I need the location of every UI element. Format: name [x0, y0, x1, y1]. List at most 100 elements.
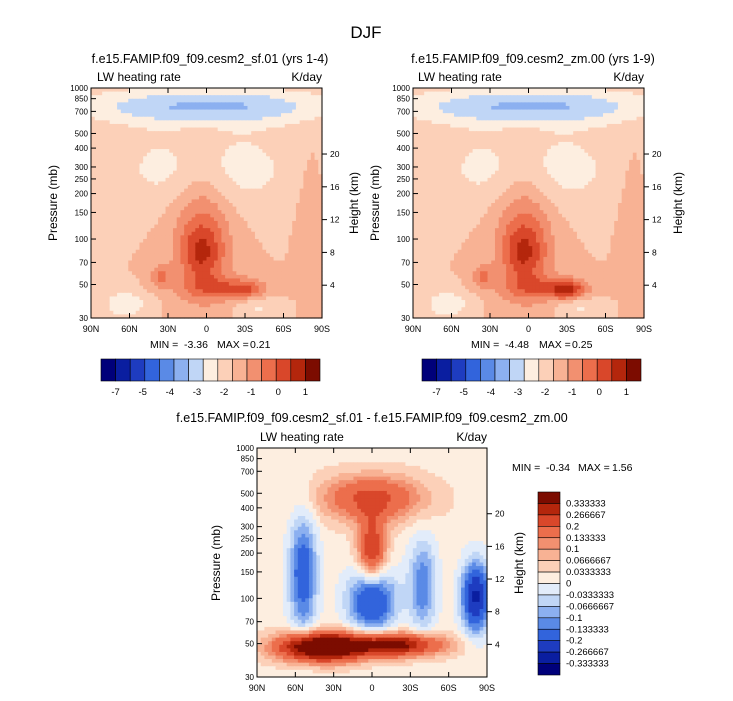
- contour-cell: [273, 231, 278, 236]
- contour-cell: [131, 159, 137, 165]
- contour-cell: [446, 98, 451, 103]
- contour-cell: [521, 98, 526, 103]
- contour-cell: [450, 102, 455, 107]
- contour-cell: [595, 134, 600, 139]
- contour-cell: [169, 271, 174, 276]
- contour-cell: [251, 228, 256, 233]
- contour-cell: [105, 113, 111, 118]
- contour-cell: [251, 253, 256, 258]
- contour-cell: [91, 303, 96, 308]
- contour-cell: [310, 152, 316, 157]
- contour-cell: [109, 152, 114, 157]
- contour-cell: [161, 134, 167, 139]
- contour-cell: [143, 303, 148, 308]
- contour-cell: [199, 138, 204, 143]
- contour-cell: [206, 134, 211, 139]
- contour-cell: [202, 113, 208, 118]
- contour-cell: [213, 88, 219, 93]
- contour-cell: [169, 231, 174, 236]
- contour-cell: [299, 264, 304, 269]
- contour-cell: [98, 203, 103, 208]
- contour-cell: [247, 170, 252, 175]
- contour-cell: [124, 195, 129, 200]
- contour-cell: [169, 249, 174, 254]
- contour-cell: [307, 242, 312, 247]
- contour-cell: [288, 185, 293, 190]
- contour-cell: [314, 159, 319, 165]
- contour-cell: [102, 156, 107, 161]
- contour-cell: [165, 256, 170, 262]
- contour-cell: [610, 127, 615, 132]
- contour-cell: [180, 105, 185, 111]
- contour-cell: [143, 185, 148, 190]
- contour-cell: [269, 260, 275, 265]
- contour-cell: [284, 127, 290, 132]
- contour-cell: [584, 123, 589, 129]
- contour-cell: [243, 300, 249, 305]
- contour-cell: [266, 256, 271, 262]
- contour-cell: [543, 138, 548, 143]
- y-tick-label: 700: [75, 107, 89, 116]
- contour-cell: [262, 224, 267, 229]
- contour-cell: [453, 138, 459, 143]
- colorbar-label: -4: [166, 387, 174, 398]
- contour-cell: [187, 131, 193, 136]
- contour-cell: [225, 123, 230, 129]
- contour-cell: [307, 310, 312, 315]
- contour-cell: [191, 264, 196, 269]
- contour-cell: [532, 131, 537, 136]
- panel-1-min-label: MIN =: [150, 339, 178, 351]
- contour-cell: [480, 134, 485, 139]
- contour-cell: [172, 242, 178, 247]
- contour-cell: [232, 131, 237, 136]
- contour-cell: [120, 88, 126, 93]
- contour-cell: [165, 98, 170, 103]
- contour-cell: [258, 181, 263, 186]
- contour-cell: [284, 149, 290, 154]
- contour-cell: [318, 199, 323, 204]
- contour-cell: [258, 88, 263, 93]
- contour-cell: [254, 256, 260, 262]
- contour-cell: [172, 185, 178, 190]
- contour-cell: [213, 300, 219, 305]
- contour-cell: [221, 271, 226, 276]
- colorbar-swatch: [217, 358, 233, 382]
- contour-cell: [550, 127, 556, 132]
- contour-cell: [640, 134, 645, 139]
- contour-cell: [199, 91, 204, 96]
- contour-cell: [603, 134, 608, 139]
- contour-cell: [284, 285, 290, 290]
- contour-cell: [543, 88, 548, 93]
- contour-cell: [187, 152, 193, 157]
- contour-cell: [487, 98, 492, 103]
- contour-cell: [135, 123, 141, 129]
- contour-cell: [509, 116, 515, 121]
- contour-cell: [269, 199, 275, 204]
- contour-cell: [105, 102, 111, 107]
- contour-cell: [314, 174, 319, 179]
- contour-cell: [195, 174, 200, 179]
- contour-cell: [206, 174, 211, 179]
- contour-cell: [98, 267, 103, 272]
- contour-cell: [191, 131, 196, 136]
- contour-cell: [314, 228, 319, 233]
- contour-cell: [491, 102, 496, 107]
- contour-cell: [262, 235, 267, 240]
- contour-cell: [172, 289, 178, 294]
- contour-cell: [310, 249, 316, 254]
- contour-cell: [284, 300, 290, 305]
- contour-cell: [150, 231, 155, 236]
- contour-cell: [225, 134, 230, 139]
- contour-cell: [165, 116, 170, 121]
- contour-cell: [251, 274, 256, 280]
- contour-cell: [599, 109, 604, 114]
- contour-cell: [318, 159, 323, 165]
- contour-cell: [105, 235, 111, 240]
- contour-cell: [318, 149, 323, 154]
- contour-cell: [225, 307, 230, 312]
- contour-cell: [292, 249, 297, 254]
- contour-cell: [543, 105, 548, 111]
- contour-cell: [292, 141, 297, 147]
- contour-cell: [143, 296, 148, 301]
- contour-cell: [202, 123, 208, 129]
